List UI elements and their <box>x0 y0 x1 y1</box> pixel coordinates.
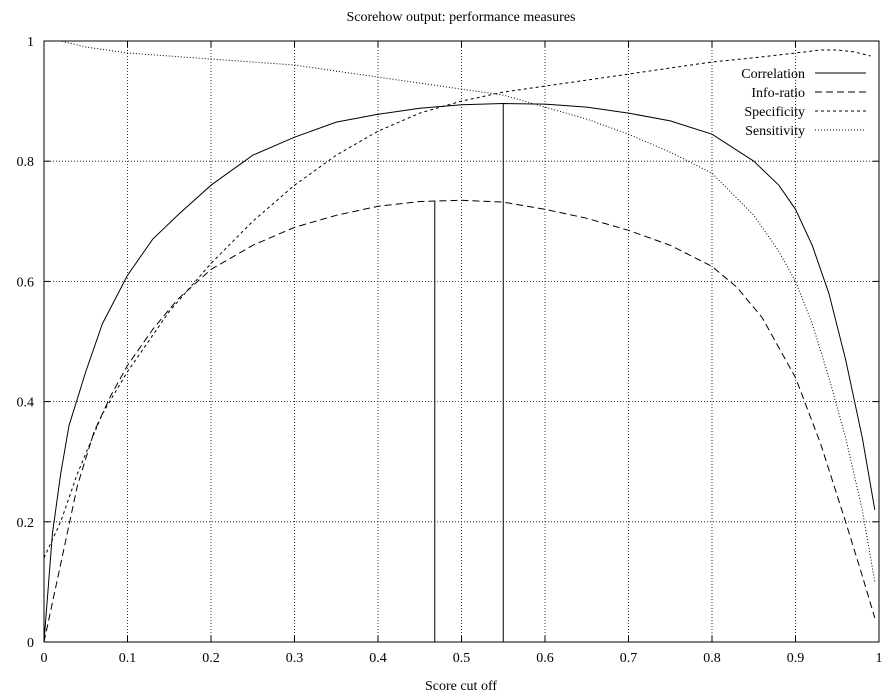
y-tick-label-2: 0.4 <box>17 396 35 411</box>
y-tick-label-4: 0.8 <box>17 155 35 170</box>
legend-label-1: Info-ratio <box>751 86 805 101</box>
series-line-correlation <box>43 102 876 643</box>
y-tick-label-1: 0.2 <box>17 516 35 531</box>
grid <box>44 41 879 642</box>
legend-label-0: Correlation <box>741 67 805 82</box>
series-group <box>43 40 876 643</box>
x-tick-label-2: 0.2 <box>202 651 220 666</box>
x-tick-label-1: 0.1 <box>119 651 137 666</box>
series-line-specificity <box>43 49 871 559</box>
ticks <box>43 40 880 643</box>
legend-label-2: Specificity <box>744 105 805 120</box>
x-tick-labels: 0 0.1 0.2 0.3 0.4 0.5 0.6 0.7 0.8 0.9 1 <box>41 651 883 666</box>
x-tick-label-7: 0.7 <box>620 651 638 666</box>
marker-lines <box>434 104 504 642</box>
x-axis-title: Score cut off <box>425 679 497 694</box>
y-tick-labels: 0 0.2 0.4 0.6 0.8 1 <box>17 35 35 651</box>
y-tick-label-3: 0.6 <box>17 275 35 290</box>
legend-label-3: Sensitivity <box>745 124 805 139</box>
x-tick-label-3: 0.3 <box>286 651 304 666</box>
legend: Correlation Info-ratio Specificity Sensitiv… <box>741 67 866 139</box>
y-tick-label-5: 1 <box>27 35 34 50</box>
series-line-info-ratio <box>43 199 876 643</box>
x-tick-label-8: 0.8 <box>703 651 721 666</box>
series-line-sensitivity <box>44 40 876 582</box>
x-tick-label-0: 0 <box>41 651 48 666</box>
x-tick-label-5: 0.5 <box>453 651 471 666</box>
x-tick-label-6: 0.6 <box>536 651 554 666</box>
y-tick-label-0: 0 <box>27 636 34 651</box>
x-tick-label-9: 0.9 <box>787 651 805 666</box>
chart-title: Scorehow output: performance measures <box>347 10 576 25</box>
x-tick-label-4: 0.4 <box>369 651 387 666</box>
x-tick-label-10: 1 <box>876 651 883 666</box>
